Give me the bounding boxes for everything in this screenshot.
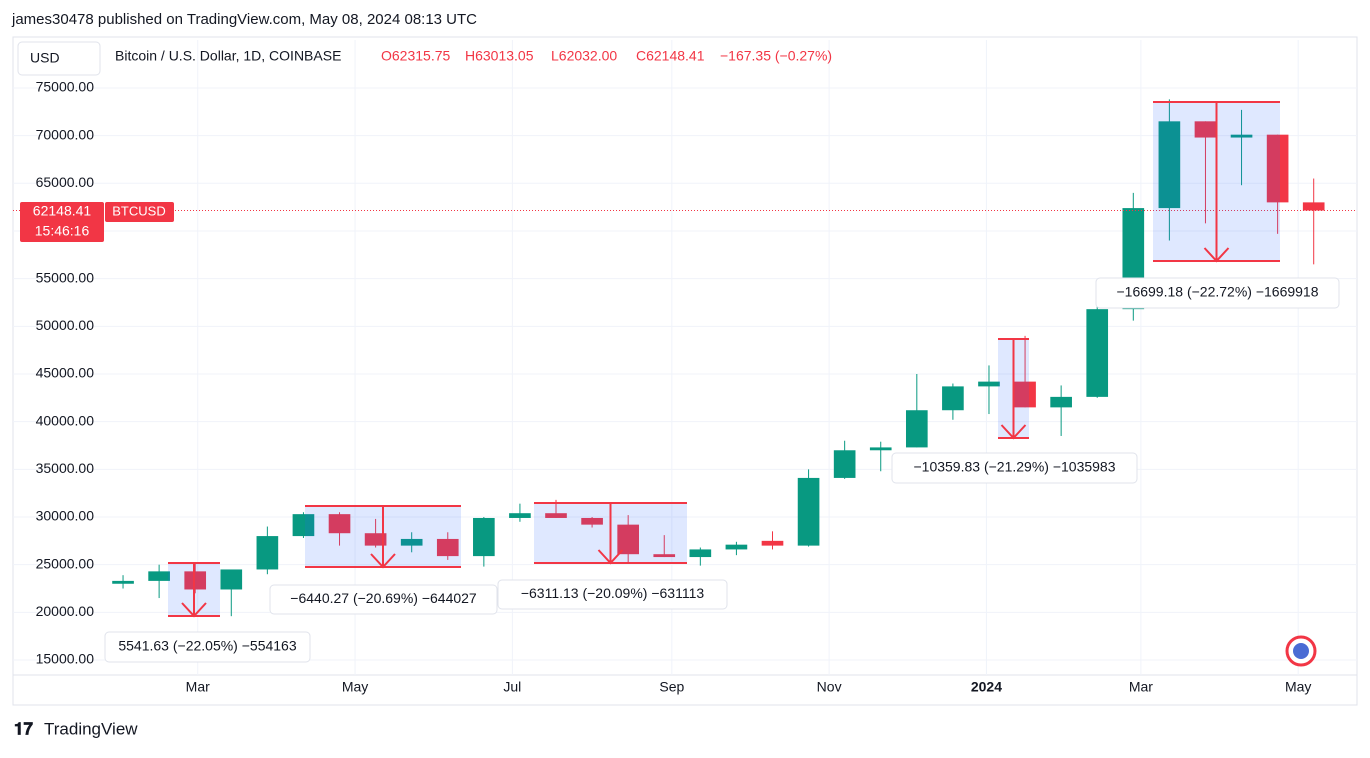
candle-body <box>689 549 712 558</box>
candle-body <box>545 513 567 518</box>
candle-body <box>328 514 351 534</box>
x-tick-label: 2024 <box>971 679 1002 695</box>
measure-label: −6440.27 (−20.69%) −644027 <box>290 590 477 606</box>
candle-body <box>1302 202 1325 211</box>
candle-body <box>905 410 928 448</box>
y-tick-label: 50000.00 <box>36 317 95 333</box>
candle-body <box>1086 309 1109 397</box>
x-tick-label: Nov <box>817 679 842 695</box>
measure-arrowhead <box>597 549 624 565</box>
ohlc-close: C62148.41 <box>636 48 705 64</box>
candle-body <box>509 513 531 518</box>
measure-label-box <box>497 579 728 610</box>
symbol: Bitcoin / U.S. Dollar, 1D, COINBASE <box>115 48 341 64</box>
measure-arrowhead <box>370 553 396 569</box>
measure-label-box <box>269 584 498 615</box>
x-tick-label: May <box>342 679 368 695</box>
y-tick-label: 70000.00 <box>36 126 95 142</box>
candle-body <box>400 538 423 546</box>
y-tick-label: 25000.00 <box>36 555 95 571</box>
candle-body <box>869 447 892 451</box>
candle-body <box>436 538 459 557</box>
measure-label-box <box>1095 277 1340 309</box>
brand: TradingView <box>44 719 138 738</box>
y-tick-label: 40000.00 <box>36 412 95 428</box>
last-price: 62148.41 <box>33 203 92 219</box>
candle-body <box>725 544 748 550</box>
publisher: james30478 published on TradingView.com,… <box>11 11 477 28</box>
ohlc-high: H63013.05 <box>465 48 534 64</box>
candle-body <box>581 517 603 525</box>
measure-label: −6311.13 (−20.09%) −631113 <box>521 585 705 601</box>
y-tick-label: 75000.00 <box>36 79 95 95</box>
x-tick-label: Sep <box>659 679 684 695</box>
candle-body <box>617 524 639 555</box>
candle-body <box>184 571 207 590</box>
y-tick-label: 20000.00 <box>36 603 95 619</box>
candle-body <box>112 580 134 584</box>
ticker-tag <box>105 202 174 222</box>
measure-label: −16699.18 (−22.72%) −1669918 <box>1116 284 1318 300</box>
measure-label-box <box>891 452 1138 484</box>
countdown: 15:46:16 <box>35 223 90 239</box>
currency-button[interactable] <box>17 41 101 76</box>
candle-body <box>942 386 964 411</box>
y-tick-label: 45000.00 <box>36 365 95 381</box>
x-tick-label: Mar <box>186 679 210 695</box>
y-tick-label: 30000.00 <box>36 508 95 524</box>
measure-arrowhead <box>181 602 207 618</box>
candle-body <box>1266 134 1289 203</box>
y-tick-label: 65000.00 <box>36 174 95 190</box>
ohlc-change: −167.35 (−0.27%) <box>720 48 832 64</box>
ohlc-open: O62315.75 <box>381 48 450 64</box>
candle-body <box>978 381 1000 387</box>
y-tick-label: 35000.00 <box>36 460 95 476</box>
logo-mark: 𝟏𝟕 <box>14 719 33 738</box>
candle-body <box>833 450 856 478</box>
price-tag <box>20 202 104 242</box>
candle-body <box>1050 396 1072 408</box>
candle-body <box>797 477 820 546</box>
candle-body <box>473 517 495 557</box>
x-tick-label: Jul <box>503 679 521 695</box>
measure-label: −10359.83 (−21.29%) −1035983 <box>913 459 1115 475</box>
y-tick-label: 15000.00 <box>36 651 95 667</box>
candle-body <box>761 540 784 546</box>
flag-icon-inner <box>1293 643 1309 659</box>
ohlc-low: L62032.00 <box>551 48 617 64</box>
candle-body <box>653 554 676 558</box>
candle-body <box>1230 134 1253 138</box>
candle-body <box>220 569 243 590</box>
candle-body <box>148 571 170 581</box>
candle-body <box>1194 121 1217 138</box>
currency[interactable]: USD <box>30 50 60 66</box>
measure-label: 5541.63 (−22.05%) −554163 <box>118 638 296 654</box>
x-tick-label: Mar <box>1129 679 1153 695</box>
ticker: BTCUSD <box>112 203 165 218</box>
measure-label-box <box>104 631 311 663</box>
y-tick-label: 55000.00 <box>36 269 95 285</box>
candle-body <box>1014 381 1036 408</box>
candle-body <box>364 533 387 546</box>
candle-body <box>1158 121 1181 209</box>
x-tick-label: May <box>1285 679 1311 695</box>
candle-body <box>292 514 315 537</box>
measure-arrowhead <box>1000 424 1027 440</box>
frame <box>12 36 1358 706</box>
candle-body <box>256 536 279 570</box>
measure-arrowhead <box>1203 247 1230 263</box>
